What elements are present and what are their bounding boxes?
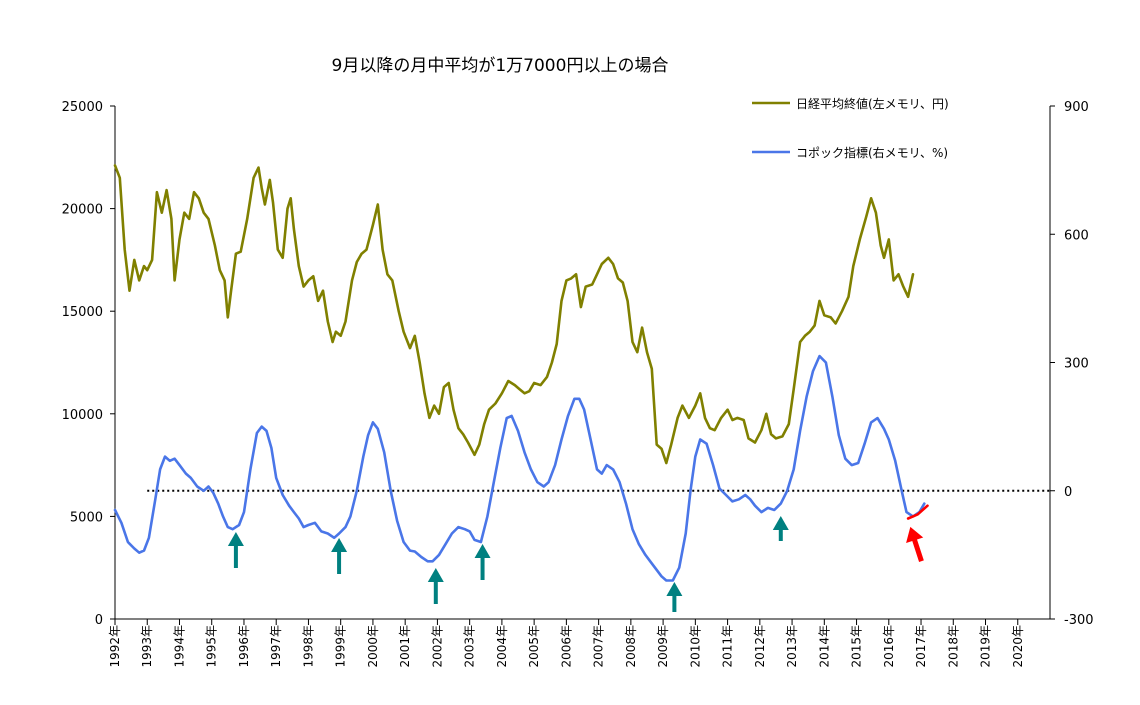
axes <box>114 106 1051 620</box>
x-tick-label: 2013年 <box>785 625 799 668</box>
series-layer <box>113 164 929 582</box>
series-line-nikkei <box>113 164 915 465</box>
x-tick-label: 1994年 <box>172 625 186 668</box>
y-left-tick-label: 25000 <box>62 100 103 115</box>
series-line-coppock-projection <box>906 504 929 520</box>
x-tick-label: 2008年 <box>624 625 638 668</box>
arrow-head <box>427 568 444 582</box>
x-tick-label: 2018年 <box>946 625 960 668</box>
x-tick-label: 1997年 <box>269 625 283 668</box>
arrow-shaft <box>911 537 924 562</box>
x-tick-label: 2003年 <box>463 625 477 668</box>
up-arrow-icon <box>772 516 789 541</box>
x-axis-ticks: 1992年 1993年 1994年 1995年 1996年 1997年 1998年 1999年… <box>108 619 1025 668</box>
y-right-tick-label: 600 <box>1064 228 1089 243</box>
y-right-tick-label: 300 <box>1064 357 1089 372</box>
legend: 日経平均終値(左メモリ、円) コポック指標(右メモリ、%) <box>752 96 949 160</box>
up-arrow-icon <box>227 532 244 568</box>
arrow-head <box>474 544 491 558</box>
y-left-tick-label: 20000 <box>62 203 103 218</box>
arrow-head <box>906 526 924 544</box>
up-arrow-icon <box>666 582 683 612</box>
up-arrow-icon <box>474 544 491 580</box>
x-tick-label: 1992年 <box>108 625 122 668</box>
arrow-head <box>772 516 789 530</box>
x-tick-label: 2014年 <box>817 625 831 668</box>
x-tick-label: 2006年 <box>559 625 573 668</box>
y-axis-left-ticks: 0 5000 10000 15000 20000 25000 <box>62 100 115 628</box>
x-tick-label: 2019年 <box>979 625 993 668</box>
y-axis-right-ticks: -300 0 300 600 900 <box>1050 100 1094 628</box>
up-arrow-icon <box>906 526 924 562</box>
x-tick-label: 1993年 <box>140 625 154 668</box>
arrow-head <box>227 532 244 546</box>
y-right-tick-label: -300 <box>1064 613 1094 628</box>
chart-title: 9月以降の月中平均が1万7000円以上の場合 <box>332 56 669 76</box>
x-tick-label: 2010年 <box>688 625 702 668</box>
y-left-tick-label: 10000 <box>62 408 103 423</box>
y-right-tick-label: 900 <box>1064 100 1089 115</box>
arrow-head <box>331 538 348 552</box>
y-left-tick-label: 0 <box>95 613 103 628</box>
y-left-tick-label: 5000 <box>70 510 103 525</box>
x-tick-label: 2007年 <box>592 625 606 668</box>
x-tick-label: 1999年 <box>334 625 348 668</box>
series-line-coppock <box>113 354 926 582</box>
y-right-tick-label: 0 <box>1064 485 1072 500</box>
x-tick-label: 1998年 <box>301 625 315 668</box>
x-tick-label: 2016年 <box>882 625 896 668</box>
x-tick-label: 2005年 <box>527 625 541 668</box>
x-tick-label: 2001年 <box>398 625 412 668</box>
legend-label-coppock: コポック指標(右メモリ、%) <box>796 145 948 160</box>
up-arrow-icon <box>427 568 444 604</box>
x-tick-label: 2015年 <box>850 625 864 668</box>
y-left-tick-label: 15000 <box>62 305 103 320</box>
x-tick-label: 2020年 <box>1011 625 1025 668</box>
x-tick-label: 2009年 <box>656 625 670 668</box>
x-tick-label: 1995年 <box>205 625 219 668</box>
x-tick-label: 2004年 <box>495 625 509 668</box>
arrow-head <box>666 582 683 596</box>
x-tick-label: 2011年 <box>721 625 735 668</box>
x-tick-label: 2002年 <box>430 625 444 668</box>
up-arrow-icon <box>331 538 348 574</box>
x-tick-label: 1996年 <box>237 625 251 668</box>
annotation-arrows <box>227 516 924 612</box>
x-tick-label: 2000年 <box>366 625 380 668</box>
x-tick-label: 2012年 <box>753 625 767 668</box>
legend-label-nikkei: 日経平均終値(左メモリ、円) <box>796 96 949 111</box>
x-tick-label: 2017年 <box>914 625 928 668</box>
